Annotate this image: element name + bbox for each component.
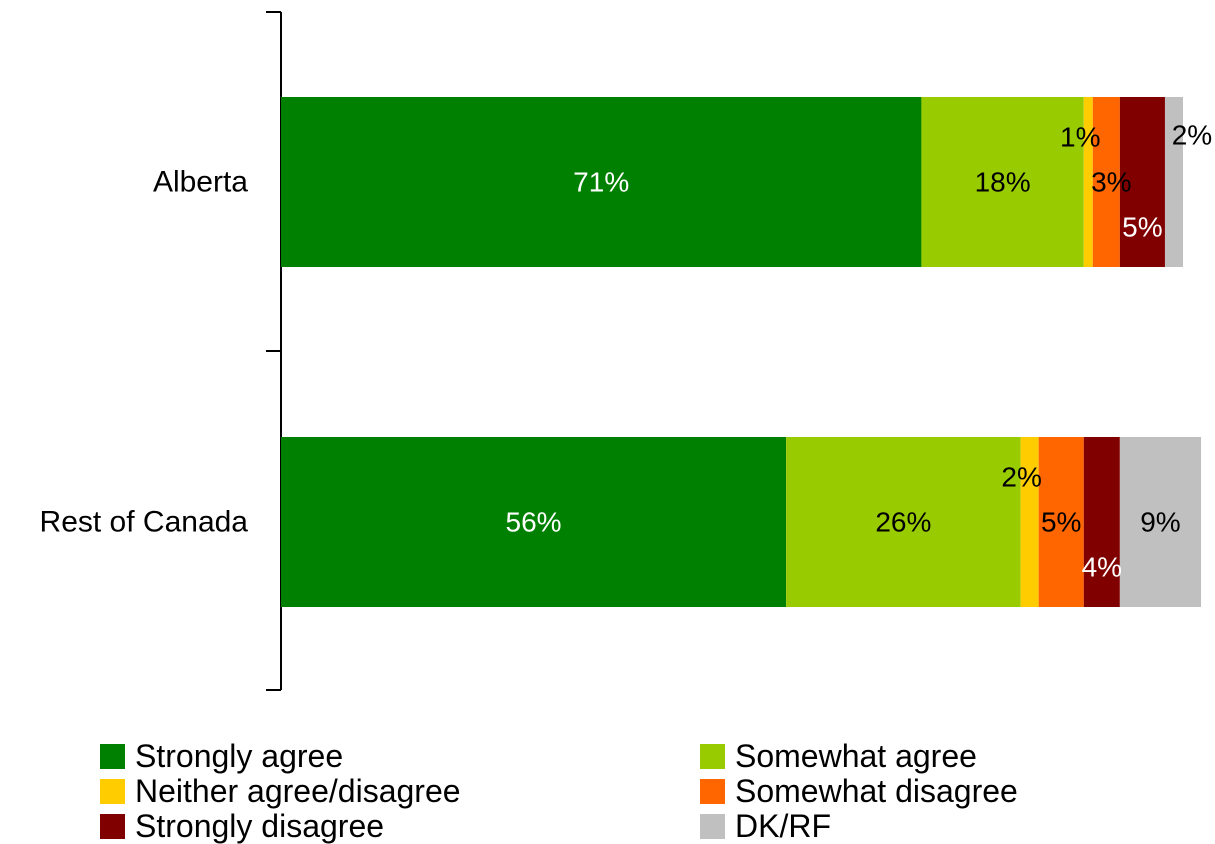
bar-segment bbox=[1119, 97, 1165, 267]
legend-swatch bbox=[100, 813, 125, 839]
legend-label: Neither agree/disagree bbox=[135, 773, 461, 809]
data-label: 18% bbox=[975, 167, 1031, 198]
legend-item: Somewhat disagree bbox=[700, 775, 1018, 807]
bar-segment bbox=[1164, 97, 1183, 267]
legend: Strongly agree Somewhat agree Neither agre… bbox=[0, 735, 1215, 842]
legend-label: Strongly disagree bbox=[135, 808, 385, 844]
bar-segment bbox=[281, 97, 922, 267]
data-label: 5% bbox=[1041, 507, 1081, 538]
legend-swatch bbox=[700, 813, 725, 839]
stacked-bar-chart: Alberta 71% 18%1%3%5%2%Rest of Canada 56% 26… bbox=[40, 11, 1212, 691]
bar-segment bbox=[1119, 437, 1202, 607]
data-label: 2% bbox=[1172, 120, 1212, 151]
legend-item: Neither agree/disagree bbox=[100, 775, 461, 807]
legend-swatch bbox=[100, 778, 125, 804]
data-label: 71% bbox=[573, 167, 629, 198]
bar-segment bbox=[1020, 437, 1039, 607]
legend-item: Strongly agree bbox=[100, 740, 343, 772]
legend-label: Strongly agree bbox=[135, 738, 344, 774]
legend-swatch bbox=[700, 743, 725, 769]
bar-segment bbox=[786, 437, 1021, 607]
bar-segment bbox=[281, 437, 787, 607]
legend-item: Somewhat agree bbox=[700, 740, 977, 772]
legend-swatch bbox=[100, 743, 125, 769]
data-label: 9% bbox=[1140, 507, 1180, 538]
bar-segment bbox=[1038, 437, 1084, 607]
legend-label: Somewhat agree bbox=[735, 738, 977, 774]
category-label: Alberta bbox=[153, 166, 248, 199]
bar-segment bbox=[1092, 97, 1120, 267]
bar-segment bbox=[921, 97, 1084, 267]
data-label: 3% bbox=[1091, 167, 1131, 198]
data-label: 26% bbox=[875, 507, 931, 538]
bar-segment bbox=[1083, 437, 1120, 607]
bar-segment bbox=[1083, 97, 1093, 267]
data-label: 5% bbox=[1122, 212, 1162, 243]
legend-item: Strongly disagree bbox=[100, 810, 384, 842]
legend-label: DK/RF bbox=[735, 808, 831, 844]
data-label: 1% bbox=[1060, 122, 1100, 153]
data-label: 56% bbox=[506, 507, 562, 538]
legend-item: DK/RF bbox=[700, 810, 831, 842]
data-label: 4% bbox=[1082, 552, 1122, 583]
category-label: Rest of Canada bbox=[40, 506, 249, 539]
data-label: 2% bbox=[1001, 462, 1041, 493]
legend-swatch bbox=[700, 778, 725, 804]
legend-label: Somewhat disagree bbox=[735, 773, 1018, 809]
